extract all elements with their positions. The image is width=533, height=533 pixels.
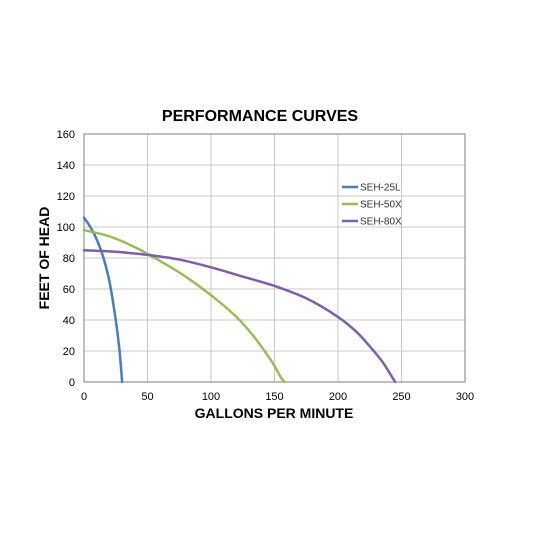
series-line-seh-50x (82, 228, 286, 384)
y-axis-label: FEET OF HEAD (36, 207, 52, 310)
series-line-seh-25l (82, 216, 124, 384)
x-tick-label-2: 100 (202, 391, 220, 403)
legend-label-seh-50x: SEH-50X (360, 200, 402, 211)
series-lines (82, 216, 397, 384)
y-tick-label-1: 20 (63, 346, 75, 358)
y-tick-label-5: 100 (57, 222, 75, 234)
x-axis-label: GALLONS PER MINUTE (195, 405, 354, 421)
legend-label-seh-80x: SEH-80X (360, 217, 402, 228)
y-tick-label-7: 140 (57, 160, 75, 172)
y-axis-ticks: 0 20 40 60 80 100 120 140 160 (57, 129, 75, 389)
plot-area (83, 133, 466, 383)
chart-title: PERFORMANCE CURVES (162, 108, 359, 125)
x-tick-label-6: 300 (456, 391, 474, 403)
x-tick-label-0: 0 (81, 391, 87, 403)
legend: SEH-25L SEH-50X SEH-80X (342, 183, 402, 228)
legend-label-seh-25l: SEH-25L (360, 183, 401, 194)
y-tick-label-4: 80 (63, 253, 75, 265)
y-tick-label-2: 40 (63, 315, 75, 327)
x-tick-label-5: 250 (392, 391, 410, 403)
y-tick-label-3: 60 (63, 284, 75, 296)
y-tick-label-0: 0 (69, 377, 75, 389)
x-tick-label-3: 150 (265, 391, 283, 403)
grid (83, 133, 466, 383)
y-tick-label-6: 120 (57, 191, 75, 203)
series-line-seh-80x (82, 249, 397, 384)
x-tick-label-1: 50 (141, 391, 153, 403)
x-tick-label-4: 200 (329, 391, 347, 403)
x-axis-ticks: 0 50 100 150 200 250 300 (81, 391, 474, 403)
y-tick-label-8: 160 (57, 129, 75, 141)
